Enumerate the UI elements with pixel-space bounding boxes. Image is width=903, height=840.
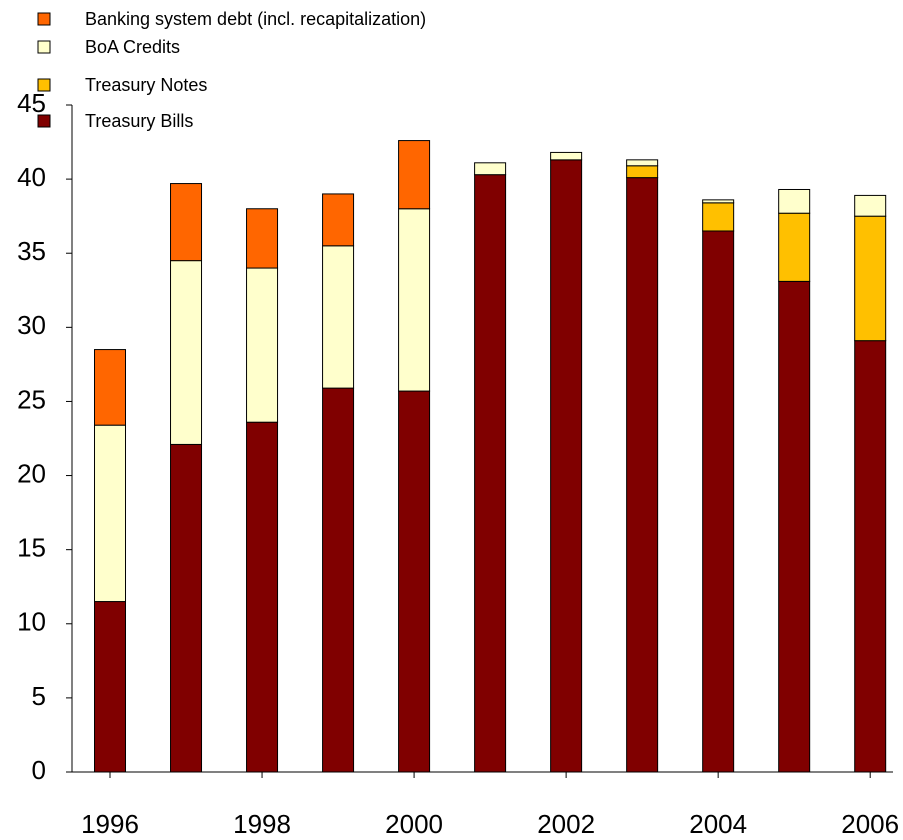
legend-swatch <box>37 78 51 92</box>
bar-segment <box>854 194 887 217</box>
bar-segment <box>398 208 431 392</box>
bar-segment <box>170 183 203 262</box>
bar-segment <box>246 267 279 423</box>
y-tick-label: 10 <box>17 607 46 637</box>
bar-segment <box>854 215 887 342</box>
bar-segment <box>474 174 507 773</box>
y-tick-label: 0 <box>32 755 46 785</box>
bar-segment <box>322 193 355 247</box>
y-tick-label: 15 <box>17 533 46 563</box>
bar-segment <box>94 601 127 773</box>
bar-segment <box>702 202 735 232</box>
y-tick-label: 25 <box>17 384 46 414</box>
legend-label: Banking system debt (incl. recapitalizat… <box>85 9 426 29</box>
x-tick-label: 1996 <box>81 809 139 839</box>
legend-swatch <box>37 12 51 26</box>
y-tick-label: 40 <box>17 162 46 192</box>
legend-swatch <box>37 114 51 128</box>
bar-segment <box>702 230 735 773</box>
bar-segment <box>550 159 583 773</box>
bar-segment <box>778 212 811 282</box>
legend-label: BoA Credits <box>85 37 180 57</box>
legend-swatch <box>37 40 51 54</box>
x-tick-label: 2006 <box>841 809 899 839</box>
bar-segment <box>550 151 583 161</box>
x-tick-label: 1998 <box>233 809 291 839</box>
x-tick-label: 2002 <box>537 809 595 839</box>
bar-segment <box>170 443 203 773</box>
bar-segment <box>322 387 355 773</box>
legend-label: Treasury Notes <box>85 75 207 95</box>
bar-segment <box>626 177 659 773</box>
bar-segment <box>702 199 735 204</box>
bar-segment <box>398 140 431 210</box>
y-tick-label: 5 <box>32 681 46 711</box>
x-tick-label: 2000 <box>385 809 443 839</box>
bar-segment <box>398 390 431 773</box>
bar-segment <box>626 165 659 179</box>
bar-segment <box>778 188 811 214</box>
bar-segment <box>94 424 127 603</box>
bar-segment <box>474 162 507 176</box>
bar-segment <box>322 245 355 389</box>
y-tick-label: 20 <box>17 458 46 488</box>
bar-segment <box>778 280 811 773</box>
y-tick-label: 35 <box>17 236 46 266</box>
bar-segment <box>854 340 887 773</box>
x-tick-label: 2004 <box>689 809 747 839</box>
bar-segment <box>246 421 279 773</box>
legend-label: Treasury Bills <box>85 111 193 131</box>
bar-segment <box>170 260 203 445</box>
y-tick-label: 45 <box>17 88 46 118</box>
bar-segment <box>626 159 659 167</box>
bar-segment <box>246 208 279 269</box>
y-tick-label: 30 <box>17 310 46 340</box>
bar-segment <box>94 349 127 426</box>
